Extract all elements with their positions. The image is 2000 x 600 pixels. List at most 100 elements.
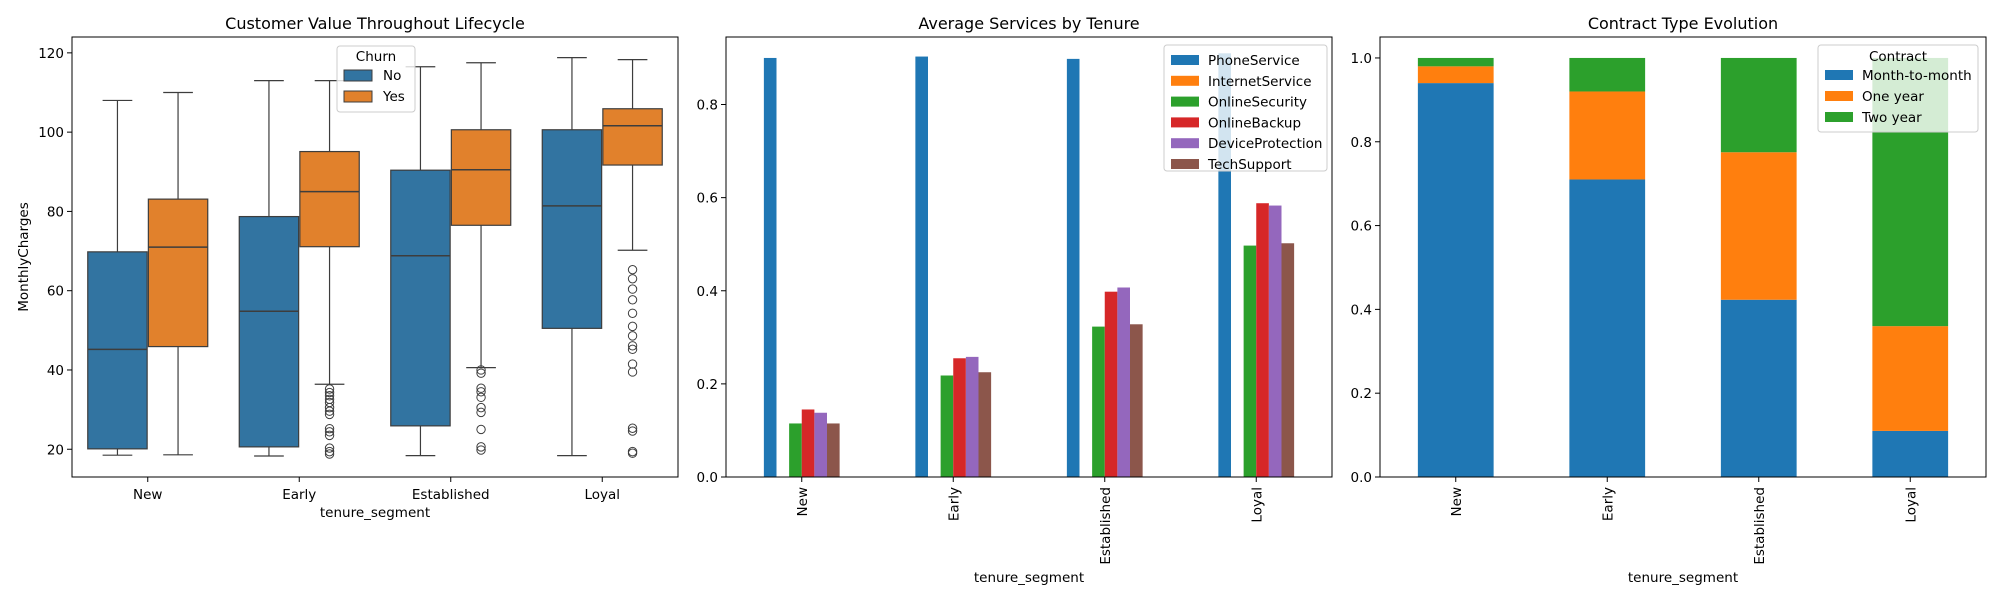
x-axis-label: tenure_segment: [974, 570, 1084, 586]
outlier-point: [324, 406, 335, 416]
bar-early-phoneservice: [915, 56, 928, 478]
outlier-point: [627, 308, 638, 318]
bar-new-onlinesecurity: [789, 423, 802, 477]
bar-new-one-year: [1417, 66, 1494, 84]
box-iqr: [450, 129, 512, 226]
plot-frame: [725, 36, 1333, 478]
y-axis-label: MonthlyCharges: [16, 202, 32, 312]
bar-new-month-to-month: [1417, 83, 1494, 477]
y-tick-label: 60: [47, 284, 64, 300]
x-tick-label: Loyal: [584, 487, 620, 503]
x-tick-label: Established: [1098, 487, 1114, 565]
legend-label-one-year: One year: [1862, 89, 1924, 105]
outlier-point: [627, 448, 638, 458]
bar-established-two-year: [1720, 57, 1797, 153]
chart-title: Average Services by Tenure: [918, 14, 1139, 33]
outlier-point: [324, 409, 335, 420]
legend-swatch-two-year: [1825, 112, 1853, 122]
box-loyal-yes: [602, 58, 663, 458]
legend-swatch-one-year: [1825, 91, 1853, 101]
box-loyal-no: [541, 57, 603, 457]
x-tick-label: New: [1449, 487, 1465, 516]
legend: Churn No Yes: [336, 45, 416, 113]
bar-established-phoneservice: [1066, 58, 1080, 477]
y-tick-label: 0.2: [697, 377, 718, 393]
bar-early-one-year: [1569, 91, 1646, 180]
bar-new-phoneservice: [763, 57, 777, 477]
chart-title: Contract Type Evolution: [1588, 14, 1778, 33]
outlier-point: [627, 344, 638, 355]
legend: Contract Month-to-month One year Two year: [1817, 44, 1979, 133]
x-tick-label: Loyal: [1249, 487, 1265, 523]
x-axis-label: tenure_segment: [1628, 570, 1738, 586]
outlier-point: [324, 430, 335, 441]
outlier-point: [476, 365, 486, 375]
box-early-no: [238, 80, 300, 457]
legend-title: Churn: [356, 49, 396, 65]
y-tick-label: 0.0: [1351, 470, 1372, 486]
bar-established-onlinebackup: [1104, 291, 1118, 477]
legend-swatch-onlinebackup: [1171, 117, 1199, 128]
y-tick-label: 1.0: [1351, 51, 1372, 67]
outlier-point: [476, 424, 486, 435]
legend-frame: [1817, 44, 1979, 133]
legend-label-month-to-month: Month-to-month: [1862, 68, 1972, 84]
plot-area: [87, 57, 663, 459]
legend-swatch-no: [343, 69, 373, 82]
outlier-point: [324, 387, 335, 398]
outlier-point: [476, 402, 486, 413]
box-iqr: [147, 198, 209, 348]
chart-title: Customer Value Throughout Lifecycle: [225, 14, 525, 33]
bar-early-techsupport: [978, 372, 992, 477]
x-tick-label: Early: [946, 487, 962, 521]
legend-label-phoneservice: PhoneService: [1208, 53, 1300, 69]
y-tick-label: 0.4: [1351, 302, 1372, 318]
legend-swatch-internetservice: [1171, 75, 1199, 86]
legend-frame: [1163, 44, 1328, 172]
bar-new-onlinebackup: [801, 409, 815, 477]
box-established-no: [390, 66, 451, 457]
outlier-point: [627, 274, 638, 284]
outlier-point: [627, 426, 638, 436]
bar-early-onlinebackup: [953, 358, 966, 477]
bar-new-two-year: [1417, 57, 1494, 67]
box-iqr: [390, 169, 451, 427]
bar-established-techsupport: [1130, 324, 1143, 477]
legend-title: Contract: [1869, 49, 1927, 65]
outlier-point: [324, 427, 335, 437]
outlier-point: [627, 284, 638, 294]
box-established-yes: [450, 62, 512, 455]
outlier-point: [627, 331, 638, 341]
legend-swatch-yes: [343, 90, 373, 103]
legend-label-yes: Yes: [382, 89, 405, 105]
outlier-point: [476, 392, 486, 403]
legend-label-internetservice: InternetService: [1208, 74, 1312, 90]
legend-label-deviceprotection: DeviceProtection: [1208, 136, 1322, 152]
outlier-point: [476, 387, 486, 397]
y-tick-label: 0.8: [1351, 135, 1372, 151]
x-axis-label: tenure_segment: [320, 505, 430, 521]
y-tick-label: 0.8: [697, 98, 718, 114]
legend-swatch-month-to-month: [1825, 70, 1853, 80]
bar-early-month-to-month: [1569, 179, 1646, 477]
outlier-point: [324, 449, 335, 459]
chart-customer-value: Customer Value Throughout Lifecycle 20 40…: [16, 14, 679, 521]
box-new-no: [87, 99, 148, 456]
outlier-point: [476, 445, 486, 455]
outlier-point: [627, 367, 638, 377]
box-iqr: [299, 150, 360, 248]
x-tick-label: Established: [412, 487, 490, 503]
plot-frame: [71, 36, 679, 478]
legend-swatch-onlinesecurity: [1171, 96, 1199, 107]
bar-early-deviceprotection: [965, 356, 979, 477]
bar-early-two-year: [1569, 57, 1646, 92]
chart-average-services: Average Services by Tenure 0.0 0.2 0.4 0.6 0…: [697, 14, 1333, 586]
outlier-point: [324, 446, 335, 457]
legend-swatch-techsupport: [1171, 159, 1199, 169]
y-tick-label: 100: [38, 125, 64, 141]
y-tick-label: 40: [47, 363, 64, 379]
outlier-point: [476, 407, 486, 418]
bar-new-deviceprotection: [814, 412, 827, 477]
legend-label-two-year: Two year: [1861, 110, 1922, 126]
